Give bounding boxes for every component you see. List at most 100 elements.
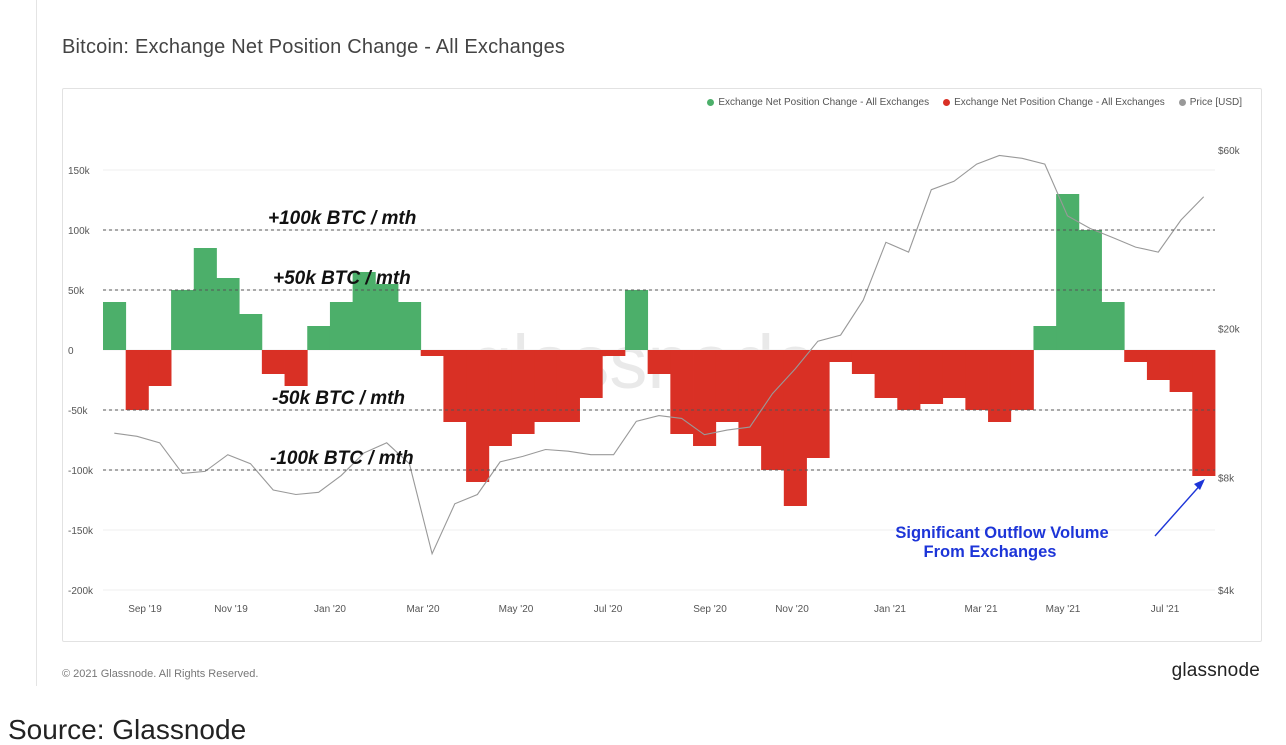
net-position-bar[interactable] [1101,302,1125,350]
x-tick-label: Nov '19 [214,604,248,615]
net-position-bar[interactable] [420,350,444,356]
net-position-bar[interactable] [329,302,354,350]
net-position-bar[interactable] [670,350,694,434]
x-tick-label: Jan '21 [874,604,906,615]
net-position-bar[interactable] [829,350,853,362]
net-position-bar[interactable] [171,290,195,350]
legend-label-outflow: Exchange Net Position Change - All Excha… [954,97,1165,108]
price-layer [114,154,1205,556]
copyright-text: © 2021 Glassnode. All Rights Reserved. [62,668,259,680]
net-position-bar[interactable] [1169,350,1193,392]
net-position-bar[interactable] [307,326,331,350]
annotation-label: -100k BTC / mth [270,448,414,469]
net-position-bar[interactable] [534,350,558,422]
y-tick-label: -200k [68,586,94,597]
net-position-bar[interactable] [1078,230,1102,350]
annotation-label: +100k BTC / mth [268,208,416,229]
glassnode-logo-text: glassnode [1171,660,1260,681]
x-tick-label: Mar '21 [964,604,997,615]
net-position-bar[interactable] [874,350,898,398]
y2-tick-label: $8k [1218,473,1235,484]
y2-tick-label: $4k [1218,586,1235,597]
y-tick-label: 150k [68,166,91,177]
y-tick-label: 100k [68,226,91,237]
source-caption: Source: Glassnode [8,714,247,745]
net-position-bar[interactable] [466,350,490,482]
legend-dot-grey [1178,99,1186,106]
net-position-bar[interactable] [783,350,807,506]
net-position-bar[interactable] [602,350,626,356]
y-tick-label: 0 [68,346,74,357]
x-tick-label: Sep '19 [128,604,162,615]
x-tick-label: Jan '20 [314,604,346,615]
net-position-bar[interactable] [1056,194,1080,350]
net-position-bar[interactable] [261,350,285,374]
y-tick-label: -150k [68,526,94,537]
page-frame [36,0,1286,686]
axes-layer: 150k 100k 50k 0 -50k -100k -150k -200k $60k $20k $… [68,146,1241,615]
net-position-bar[interactable] [103,302,127,350]
net-position-bar[interactable] [965,350,989,410]
net-position-bar[interactable] [148,350,172,386]
price-line[interactable] [114,154,1205,556]
net-position-bar[interactable] [125,350,149,410]
net-position-bar[interactable] [806,350,830,458]
net-position-bar[interactable] [738,350,762,446]
y-tick-label: -100k [68,466,94,477]
net-position-bar[interactable] [443,350,467,422]
net-position-bar[interactable] [897,350,921,410]
legend[interactable]: Exchange Net Position Change - All Excha… [707,97,1242,108]
callout-arrow-head [1194,479,1205,490]
y-tick-label: -50k [68,406,88,417]
net-position-bar[interactable] [284,350,308,386]
net-position-bar[interactable] [511,350,535,434]
net-position-bar[interactable] [942,350,966,398]
legend-dot-green [707,99,715,106]
net-position-bar[interactable] [488,350,512,446]
legend-dot-red [943,99,951,106]
net-position-bar[interactable] [1146,350,1171,380]
net-position-bar[interactable] [761,350,785,470]
net-position-bar[interactable] [1124,350,1148,362]
x-tick-label: Mar '20 [406,604,439,615]
legend-item-price[interactable]: Price [USD] [1178,97,1242,108]
callout-text: From Exchanges [924,543,1057,561]
net-position-bar[interactable] [1010,350,1034,410]
net-position-bar[interactable] [988,350,1012,422]
legend-label-price: Price [USD] [1189,97,1242,108]
net-position-bar[interactable] [851,350,875,374]
x-tick-label: Sep '20 [693,604,727,615]
net-position-bar[interactable] [193,248,217,350]
net-position-bar[interactable] [375,284,399,350]
annotation-label: -50k BTC / mth [272,388,405,409]
legend-label-inflow: Exchange Net Position Change - All Excha… [718,97,930,108]
net-position-bar[interactable] [919,350,944,404]
net-position-bar[interactable] [693,350,717,446]
annotation-label: +50k BTC / mth [273,268,411,289]
y2-tick-label: $20k [1218,325,1241,336]
net-position-bar[interactable] [352,272,376,350]
net-position-bar[interactable] [556,350,580,422]
net-position-bar[interactable] [579,350,603,398]
y-tick-label: 50k [68,286,85,297]
net-position-bar[interactable] [624,290,649,350]
x-tick-label: Jul '21 [1151,604,1180,615]
net-position-bar[interactable] [239,314,263,350]
legend-item-inflow[interactable]: Exchange Net Position Change - All Excha… [707,97,929,108]
callout-arrow-line [1154,481,1204,537]
x-tick-label: May '20 [499,604,534,615]
net-position-bar[interactable] [1192,350,1216,476]
net-position-bar[interactable] [216,278,240,350]
x-tick-label: Nov '20 [775,604,809,615]
legend-item-outflow[interactable]: Exchange Net Position Change - All Excha… [943,97,1165,108]
net-position-bar[interactable] [647,350,671,374]
net-position-bar[interactable] [1033,326,1057,350]
net-position-bar[interactable] [398,302,422,350]
net-position-bar[interactable] [715,350,739,422]
reference-lines-layer: +100k BTC / mth +50k BTC / mth -50k BTC / … [103,208,1215,471]
chart-title: Bitcoin: Exchange Net Position Change - … [62,36,566,58]
callout-text: Significant Outflow Volume [895,524,1108,542]
x-tick-label: Jul '20 [594,604,623,615]
